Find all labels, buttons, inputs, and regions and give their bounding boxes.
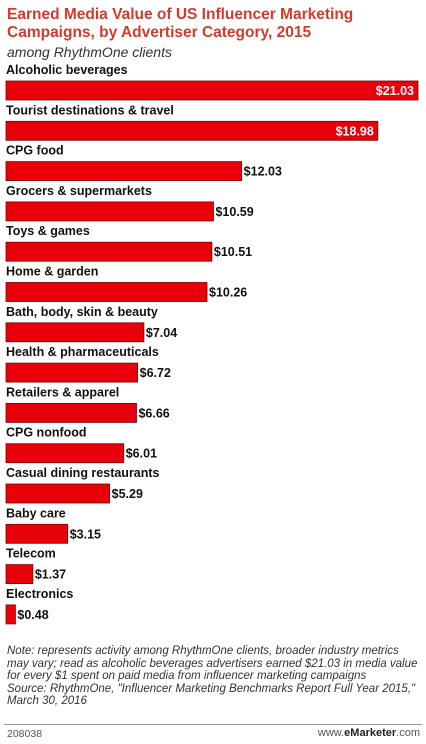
bar xyxy=(5,443,125,464)
brand-link[interactable]: www.eMarketer.com xyxy=(318,727,420,739)
category-label: Telecom xyxy=(6,547,56,561)
category-label: Baby care xyxy=(6,506,66,520)
bar xyxy=(5,161,243,181)
bar xyxy=(5,241,213,262)
bar xyxy=(5,362,139,383)
value-label: $10.59 xyxy=(215,205,253,219)
category-label: Grocers & supermarkets xyxy=(6,184,152,198)
chart-notes: Note: represents activity among RhythmOn… xyxy=(7,645,421,708)
chart-subtitle: among RhythmOne clients xyxy=(7,44,172,60)
category-label: Toys & games xyxy=(6,224,90,238)
bar-group-tourist-destinations-and-travel: Tourist destinations & travel $18.98 xyxy=(5,103,379,141)
value-label: $3.15 xyxy=(70,527,101,541)
bar xyxy=(5,120,379,141)
bar xyxy=(5,523,69,544)
value-label: $6.66 xyxy=(138,406,169,420)
value-label: $18.98 xyxy=(336,124,374,138)
category-label: Tourist destinations & travel xyxy=(6,103,174,117)
chart-title: Earned Media Value of US Influencer Mark… xyxy=(7,6,354,41)
bar xyxy=(5,604,16,625)
bar xyxy=(5,80,419,101)
bar-group-bath-body-skin-and-beauty: Bath, body, skin & beauty $7.04 xyxy=(5,305,177,343)
bar xyxy=(5,201,214,222)
value-label: $7.04 xyxy=(146,326,177,340)
bar-group-telecom: Telecom $1.37 xyxy=(5,547,66,585)
bar-group-casual-dining-restaurants: Casual dining restaurants $5.29 xyxy=(5,466,160,504)
category-label: Casual dining restaurants xyxy=(6,466,160,480)
bar-group-electronics: Electronics $0.48 xyxy=(5,587,73,625)
value-label: $21.03 xyxy=(376,84,414,98)
value-label: $0.48 xyxy=(17,608,48,622)
brand-prefix: www. xyxy=(317,727,345,739)
bar-group-retailers-and-apparel: Retailers & apparel $6.66 xyxy=(5,385,170,423)
value-label: $10.51 xyxy=(214,245,252,259)
value-label: $6.01 xyxy=(126,447,157,461)
bar-chart: Alcoholic beverages $21.03 Tourist destina… xyxy=(5,63,419,625)
chart-id: 208038 xyxy=(7,728,43,740)
category-label: Health & pharmaceuticals xyxy=(6,345,159,359)
brand-name: eMarketer xyxy=(344,727,397,739)
bar-group-health-and-pharmaceuticals: Health & pharmaceuticals $6.72 xyxy=(5,345,171,383)
bar xyxy=(5,564,34,585)
value-label: $5.29 xyxy=(112,487,143,501)
footer-divider xyxy=(4,724,422,725)
bar-group-home-and-garden: Home & garden $10.26 xyxy=(5,265,247,302)
bar-group-alcoholic-beverages: Alcoholic beverages $21.03 xyxy=(5,63,419,101)
bar-group-cpg-food: CPG food $12.03 xyxy=(5,144,282,181)
bar-group-grocers-and-supermarkets: Grocers & supermarkets $10.59 xyxy=(5,184,254,222)
value-label: $12.03 xyxy=(244,165,282,179)
category-label: Home & garden xyxy=(6,265,98,279)
bar xyxy=(5,322,145,343)
category-label: Retailers & apparel xyxy=(6,385,119,399)
bar-group-baby-care: Baby care $3.15 xyxy=(5,506,101,544)
bar xyxy=(5,282,208,302)
value-label: $10.26 xyxy=(209,286,247,300)
category-label: CPG nonfood xyxy=(6,426,87,440)
category-label: Electronics xyxy=(6,587,73,601)
bar xyxy=(5,402,137,423)
source-text: Source: RhythmOne, "Influencer Marketing… xyxy=(7,682,416,708)
bar-group-toys-and-games: Toys & games $10.51 xyxy=(5,224,252,262)
brand-suffix: .com xyxy=(396,727,420,739)
category-label: Bath, body, skin & beauty xyxy=(6,305,158,319)
category-label: CPG food xyxy=(6,144,64,158)
bar xyxy=(5,483,111,504)
category-label: Alcoholic beverages xyxy=(6,63,128,77)
note-text: Note: represents activity among RhythmOn… xyxy=(7,645,418,682)
value-label: $1.37 xyxy=(35,568,66,582)
bar-group-cpg-nonfood: CPG nonfood $6.01 xyxy=(5,426,157,464)
value-label: $6.72 xyxy=(140,366,171,380)
